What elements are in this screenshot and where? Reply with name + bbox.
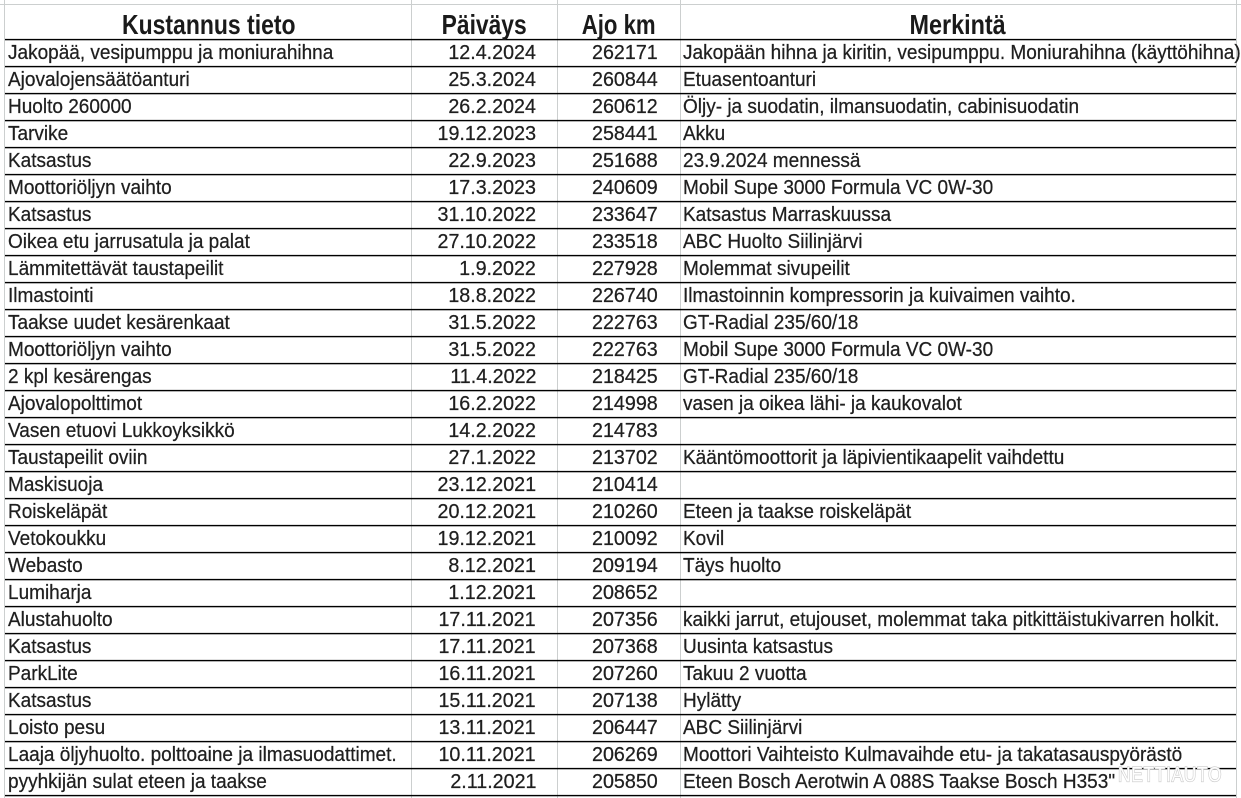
svg-text:NETTIAUTO: NETTIAUTO xyxy=(1118,763,1222,787)
